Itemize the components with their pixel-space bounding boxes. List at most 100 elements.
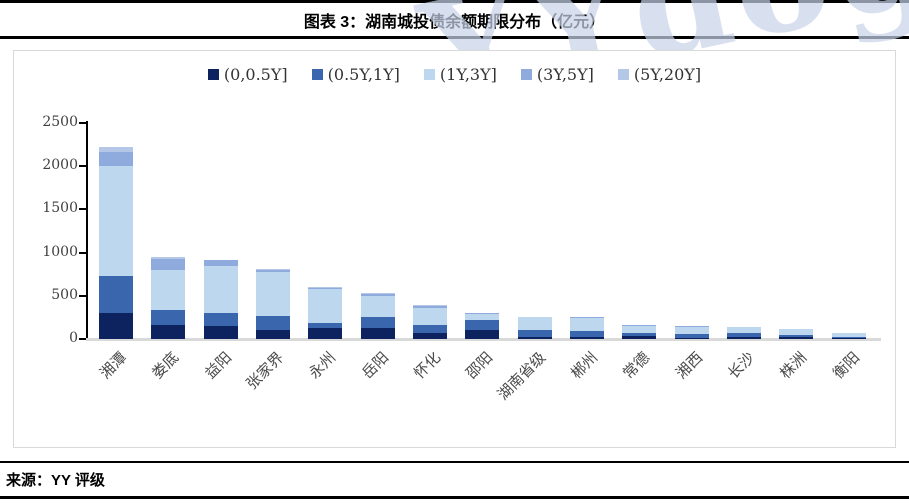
bar-segment [151, 309, 186, 326]
y-tick-label: 2500 [42, 114, 78, 130]
bar-segment [308, 322, 343, 328]
bar-segment [151, 258, 186, 270]
legend-swatch-icon [423, 69, 435, 80]
legend-item: (1Y,3Y] [423, 65, 497, 84]
bar-segment [517, 329, 552, 338]
bar-segment [517, 316, 552, 318]
legend-swatch-icon [617, 69, 629, 80]
bar-segment [203, 265, 238, 314]
bar-segment [570, 331, 605, 337]
stacked-bar-衡阳 [831, 332, 866, 339]
chart-frame: (0,0.5Y] (0.5Y,1Y] (1Y,3Y] (3Y,5Y] (5Y,20Y] … [13, 50, 896, 448]
x-axis-label: 永州 [305, 348, 340, 383]
bar-segment [413, 333, 448, 339]
x-label-slot: 湖南省级 [494, 345, 561, 435]
x-label-slot: 怀化 [404, 345, 456, 435]
bar-segment [674, 326, 709, 334]
bar-segment [151, 256, 186, 259]
legend-label: (0.5Y,1Y] [327, 65, 400, 84]
bar-segment [151, 325, 186, 339]
stacked-bar-株洲 [779, 328, 814, 339]
stacked-bar-常德 [622, 325, 657, 339]
y-tick-label: 0 [69, 330, 78, 346]
legend-item: (0,0.5Y] [207, 65, 288, 84]
bar-segment [413, 307, 448, 326]
bar-segment [99, 313, 134, 339]
bar-segment [831, 338, 866, 339]
x-axis-label: 湘潭 [96, 348, 131, 383]
y-tick-mark [79, 294, 86, 297]
x-axis-label: 株洲 [776, 348, 811, 383]
y-tick-label: 500 [51, 286, 78, 303]
x-axis-label: 湘西 [671, 348, 706, 383]
page-title: 图表 3：湖南城投债余额期限分布（亿元） [303, 14, 606, 31]
bar-segment [727, 336, 762, 339]
bar-segment [727, 327, 762, 333]
bar-segment [308, 327, 343, 339]
x-label-slot: 长沙 [718, 345, 770, 435]
legend-swatch-icon [311, 69, 323, 80]
bar-segment [413, 305, 448, 308]
x-axis-line [86, 338, 881, 341]
bar-segment [622, 336, 657, 339]
stacked-bar-益阳 [203, 259, 238, 339]
bar-segment [360, 327, 395, 339]
source-divider-top [0, 461, 909, 463]
stacked-bar-岳阳 [360, 293, 395, 339]
x-label-slot: 张家界 [243, 345, 299, 435]
bar-segment [622, 332, 657, 337]
x-axis-labels: 湘潭 娄底 益阳 张家界 永州 岳阳 怀化 邵阳 湖南省级 郴州 常德 湘西 长沙 株洲 衡阳 [90, 345, 875, 435]
bar-plot-area [90, 123, 875, 339]
chart-legend: (0,0.5Y] (0.5Y,1Y] (1Y,3Y] (3Y,5Y] (5Y,20Y] [14, 65, 895, 84]
x-label-slot: 永州 [299, 345, 351, 435]
x-label-slot: 株洲 [770, 345, 822, 435]
y-tick-mark [79, 208, 86, 211]
x-axis-label: 张家界 [242, 348, 288, 393]
stacked-bar-怀化 [413, 305, 448, 339]
y-tick-mark [79, 251, 86, 254]
stacked-bar-邵阳 [465, 312, 500, 339]
bar-segment [360, 316, 395, 328]
bar-segment [779, 334, 814, 338]
bar-segment [517, 317, 552, 330]
x-label-slot: 益阳 [195, 345, 247, 435]
bar-segment [151, 269, 186, 310]
y-tick-mark [79, 338, 86, 340]
bar-segment [779, 337, 814, 339]
title-divider [0, 36, 909, 39]
legend-label: (5Y,20Y] [633, 65, 702, 84]
bar-segment [517, 337, 552, 339]
stacked-bar-长沙 [727, 326, 762, 339]
bar-segment [99, 166, 134, 276]
bar-segment [256, 315, 291, 331]
bar-segment [465, 319, 500, 330]
bar-segment [413, 325, 448, 334]
bar-segment [831, 337, 866, 339]
bar-segment [622, 325, 657, 333]
source-label: 来源：YY 评级 [6, 472, 105, 489]
bar-segment [360, 293, 395, 295]
x-label-slot: 郴州 [561, 345, 613, 435]
legend-label: (3Y,5Y] [536, 65, 594, 84]
x-axis-label: 怀化 [410, 348, 445, 383]
x-axis-label: 长沙 [724, 348, 759, 383]
x-axis-label: 岳阳 [358, 348, 392, 383]
y-tick-mark [79, 122, 86, 124]
bar-segment [465, 329, 500, 339]
bar-segment [308, 288, 343, 323]
bar-segment [99, 147, 134, 153]
x-label-slot: 湘西 [666, 345, 718, 435]
bar-segment [674, 333, 709, 338]
legend-label: (0,0.5Y] [223, 65, 288, 84]
stacked-bar-张家界 [256, 269, 291, 339]
bar-segment [779, 329, 814, 335]
bar-segment [727, 332, 762, 337]
bar-segment [203, 326, 238, 339]
top-divider [0, 0, 909, 3]
x-label-slot: 常德 [613, 345, 665, 435]
bar-segment [674, 337, 709, 339]
bar-segment [203, 259, 238, 261]
x-axis-label: 常德 [619, 348, 654, 383]
bar-segment [308, 287, 343, 289]
x-axis-label: 娄底 [148, 348, 183, 383]
